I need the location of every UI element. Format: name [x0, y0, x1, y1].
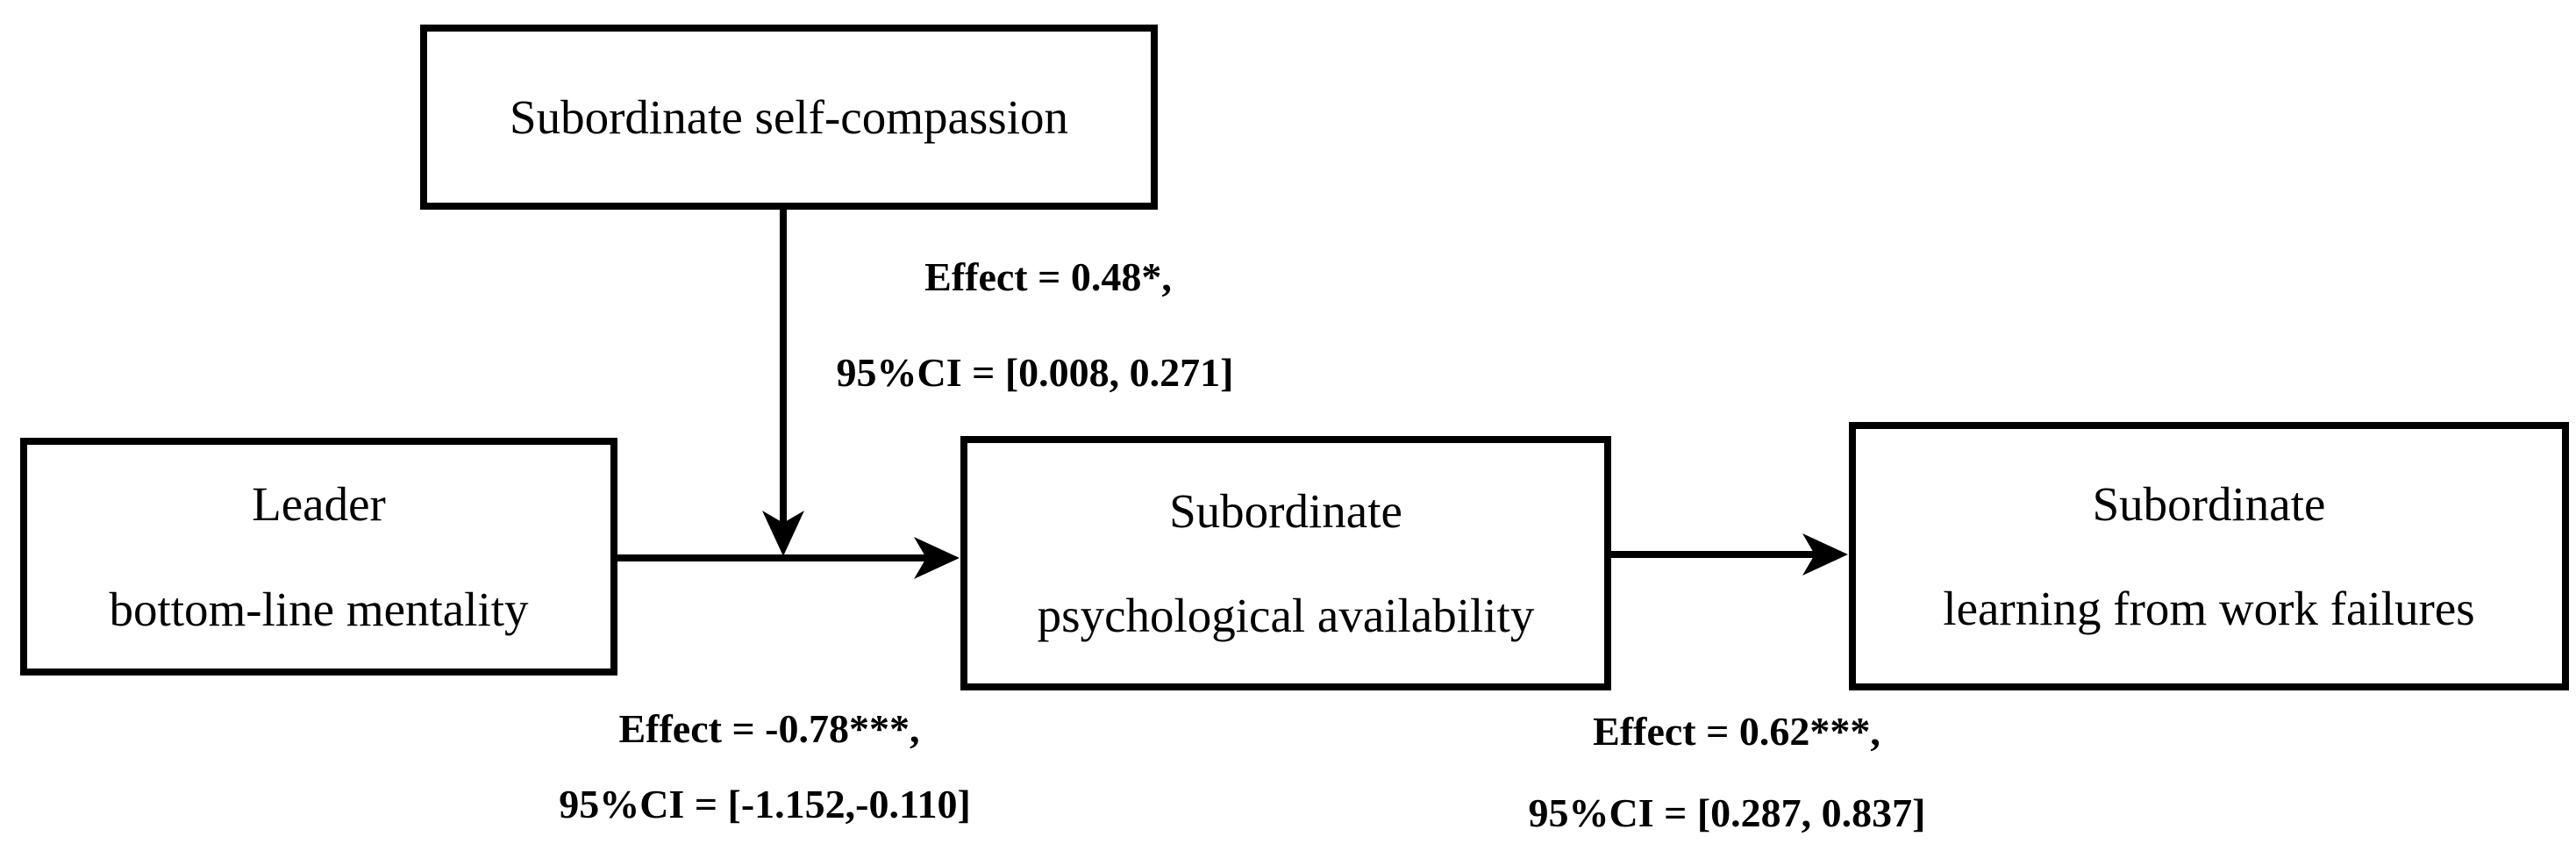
node-label: learning from work failures: [1943, 582, 2475, 635]
b-path-ci-label: 95%CI = [0.287, 0.837]: [1528, 790, 1926, 835]
node-label: Leader: [252, 477, 386, 532]
arrowhead-right-icon: [1802, 533, 1848, 576]
arrowhead-down-icon: [762, 511, 804, 556]
node-subordinate-learning-from-work-failures: Subordinate learning from work failures: [1849, 422, 2569, 690]
b-path-effect-label: Effect = 0.62***,: [1593, 709, 1880, 754]
moderation-effect-label: Effect = 0.48*,: [924, 254, 1172, 299]
a-path-effect-label: Effect = -0.78***,: [618, 706, 920, 751]
node-leader-bottom-line-mentality: Leader bottom-line mentality: [20, 438, 617, 676]
node-label: Subordinate: [1169, 483, 1402, 538]
moderation-ci-label: 95%CI = [0.008, 0.271]: [836, 350, 1234, 395]
arrowhead-right-icon: [914, 537, 960, 579]
node-label: psychological availability: [1037, 589, 1535, 642]
node-label: Subordinate: [2092, 476, 2326, 531]
node-subordinate-self-compassion: Subordinate self-compassion: [420, 25, 1158, 210]
node-subordinate-psychological-availability: Subordinate psychological availability: [960, 436, 1611, 690]
node-label: bottom-line mentality: [109, 582, 529, 636]
a-path-ci-label: 95%CI = [-1.152,-0.110]: [559, 782, 971, 826]
node-label: Subordinate self-compassion: [510, 89, 1068, 144]
